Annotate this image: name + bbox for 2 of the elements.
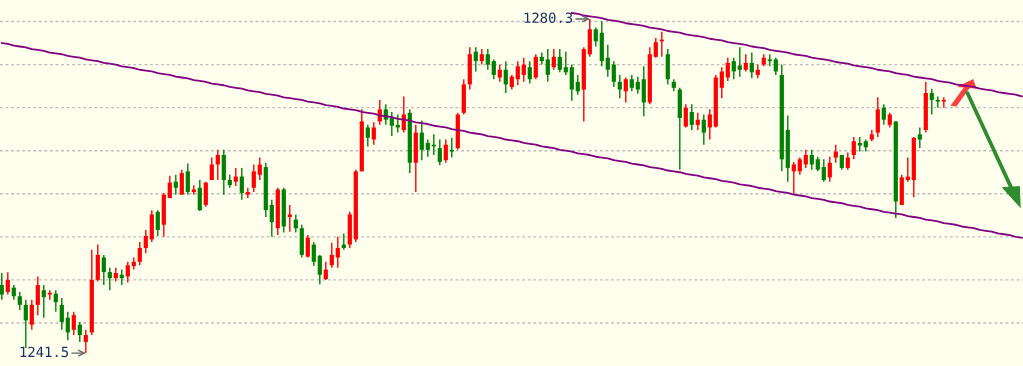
annotation: 1241.5 [20,346,69,358]
annotation: 1280.3 [524,12,573,24]
